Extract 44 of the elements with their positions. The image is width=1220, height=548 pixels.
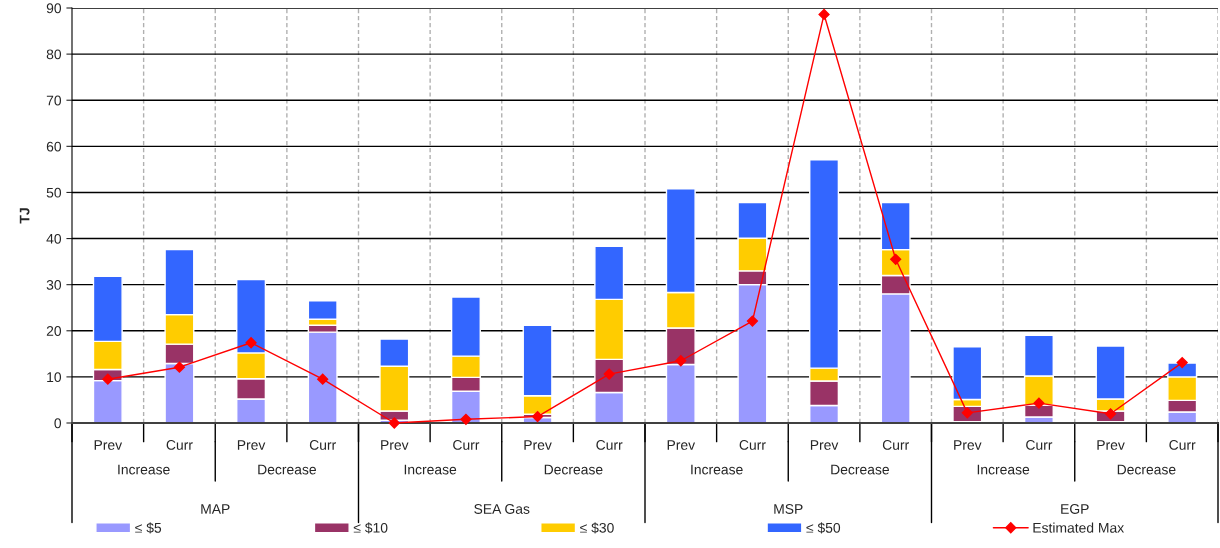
- y-tick-label: 0: [54, 418, 62, 429]
- y-tick-label: 40: [46, 233, 62, 244]
- x-tick-label: Curr: [596, 440, 623, 450]
- text: Increase: [691, 464, 743, 475]
- legend-label: ≤ $5: [135, 522, 162, 534]
- x-tick-label: Prev: [524, 440, 552, 450]
- x-tick-label: Curr: [453, 440, 480, 450]
- text: EGP: [1061, 504, 1089, 514]
- legend-label: ≤ $10: [353, 522, 388, 534]
- x-tick-label: Curr: [166, 440, 193, 450]
- x-tick-label: Prev: [667, 440, 696, 450]
- y-tick-label: 60: [46, 141, 62, 152]
- y-tick-label: 90: [46, 3, 62, 14]
- y-tick-label: 70: [46, 95, 62, 106]
- x-tick-label: Prev: [237, 440, 266, 450]
- text: MAP: [201, 504, 230, 514]
- legend-label: ≤ $30: [580, 522, 614, 534]
- x-tick-label: Prev: [810, 440, 839, 450]
- text: Decrease: [831, 464, 889, 475]
- x-tick-label: Curr: [739, 440, 766, 450]
- legend-label: ≤ $50: [806, 522, 841, 534]
- x-tick-label: Curr: [882, 440, 909, 450]
- legend-label: Estimated Max: [1033, 522, 1124, 533]
- x-tick-label: Prev: [1097, 440, 1125, 450]
- text: Decrease: [544, 464, 603, 475]
- x-tick-label: Prev: [381, 440, 409, 450]
- y-tick-label: 50: [46, 187, 62, 198]
- y-tick-label: 20: [46, 326, 62, 336]
- x-tick-label: Curr: [1169, 440, 1196, 450]
- text: Increase: [977, 464, 1030, 475]
- text: SEA Gas: [474, 504, 530, 514]
- y-axis-title: TJ: [19, 208, 30, 224]
- text: Decrease: [258, 464, 316, 475]
- x-tick-label: Prev: [954, 440, 982, 450]
- y-tick-label: 30: [46, 280, 62, 290]
- text: Decrease: [1117, 464, 1176, 475]
- y-tick-label: 80: [46, 49, 62, 60]
- y-tick-label: 10: [47, 372, 62, 383]
- text: MSP: [774, 504, 803, 514]
- x-tick-label: Curr: [1026, 440, 1053, 450]
- text: Increase: [118, 464, 170, 475]
- x-tick-label: Curr: [309, 440, 336, 450]
- text: Increase: [404, 464, 457, 475]
- x-tick-label: Prev: [94, 440, 123, 450]
